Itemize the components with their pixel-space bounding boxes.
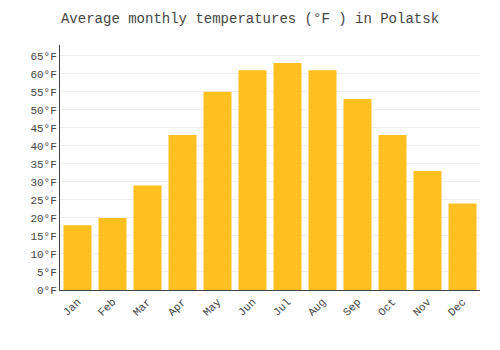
svg-text:50°F: 50°F — [30, 105, 56, 117]
svg-text:0°F: 0°F — [37, 285, 57, 297]
svg-text:Sep: Sep — [341, 296, 363, 318]
svg-text:Jan: Jan — [61, 296, 83, 318]
svg-text:35°F: 35°F — [30, 159, 56, 171]
svg-text:Aug: Aug — [306, 296, 328, 318]
svg-text:25°F: 25°F — [30, 195, 56, 207]
svg-text:Jul: Jul — [271, 296, 293, 318]
svg-text:5°F: 5°F — [37, 267, 57, 279]
svg-text:65°F: 65°F — [30, 51, 56, 63]
svg-text:40°F: 40°F — [30, 141, 56, 153]
svg-text:Feb: Feb — [96, 296, 118, 318]
svg-text:May: May — [201, 296, 224, 319]
svg-text:Jun: Jun — [236, 296, 258, 318]
svg-text:Average monthly temperatures (: Average monthly temperatures (°F ) in Po… — [61, 11, 439, 27]
svg-text:Dec: Dec — [446, 296, 468, 318]
svg-text:30°F: 30°F — [30, 177, 56, 189]
svg-text:Mar: Mar — [131, 296, 153, 318]
svg-text:60°F: 60°F — [30, 69, 56, 81]
svg-text:10°F: 10°F — [30, 249, 56, 261]
svg-text:Nov: Nov — [411, 296, 434, 319]
svg-text:55°F: 55°F — [30, 87, 56, 99]
svg-text:15°F: 15°F — [30, 231, 56, 243]
svg-text:20°F: 20°F — [30, 213, 56, 225]
svg-text:Oct: Oct — [376, 296, 398, 318]
svg-text:45°F: 45°F — [30, 123, 56, 135]
svg-text:Apr: Apr — [166, 296, 188, 318]
